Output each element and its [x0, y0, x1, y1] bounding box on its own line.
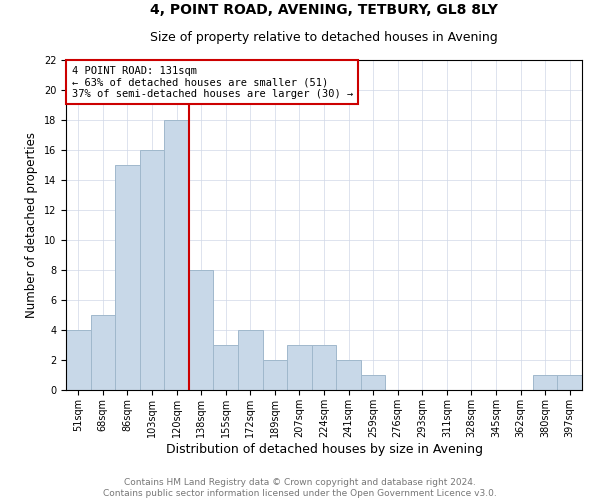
Bar [214, 345, 238, 390]
Bar [238, 330, 263, 390]
Bar [189, 270, 214, 390]
Bar [533, 375, 557, 390]
X-axis label: Distribution of detached houses by size in Avening: Distribution of detached houses by size … [166, 442, 482, 456]
Text: 4 POINT ROAD: 131sqm
← 63% of detached houses are smaller (51)
37% of semi-detac: 4 POINT ROAD: 131sqm ← 63% of detached h… [71, 66, 353, 99]
Text: 4, POINT ROAD, AVENING, TETBURY, GL8 8LY: 4, POINT ROAD, AVENING, TETBURY, GL8 8LY [150, 3, 498, 17]
Bar [557, 375, 582, 390]
Bar [263, 360, 287, 390]
Y-axis label: Number of detached properties: Number of detached properties [25, 132, 38, 318]
Text: Contains HM Land Registry data © Crown copyright and database right 2024.
Contai: Contains HM Land Registry data © Crown c… [103, 478, 497, 498]
Bar [287, 345, 312, 390]
Bar [361, 375, 385, 390]
Bar [312, 345, 336, 390]
Bar [91, 315, 115, 390]
Bar [336, 360, 361, 390]
Bar [66, 330, 91, 390]
Text: Size of property relative to detached houses in Avening: Size of property relative to detached ho… [150, 30, 498, 44]
Bar [115, 165, 140, 390]
Bar [164, 120, 189, 390]
Bar [140, 150, 164, 390]
